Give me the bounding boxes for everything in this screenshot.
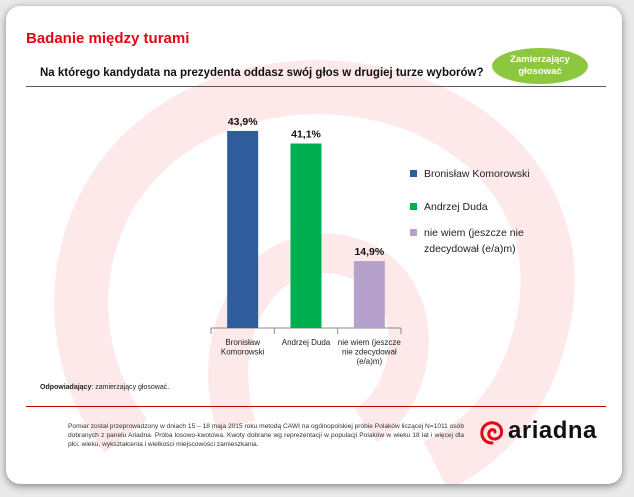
respondents-label: Odpowiadający: [40, 384, 92, 391]
legend-swatch: [410, 229, 417, 236]
bar: [227, 130, 259, 328]
tick-label: Bronisław: [225, 338, 260, 347]
data-label: 14,9%: [354, 246, 384, 258]
data-label: 41,1%: [291, 129, 321, 141]
tick-label: (e/a)m): [356, 357, 382, 366]
legend-label: Andrzej Duda: [424, 201, 488, 213]
tick-label: Komorowski: [221, 348, 265, 357]
page-title: Badanie między turami: [26, 30, 190, 47]
ariadna-logo: ariadna: [478, 417, 608, 449]
legend-swatch: [410, 170, 417, 177]
divider: [26, 86, 606, 87]
tick-label: nie zdecydował: [342, 348, 397, 357]
legend-label: Bronisław Komorowski: [424, 168, 530, 180]
bar: [290, 143, 322, 328]
data-label: 43,9%: [228, 116, 258, 128]
legend-swatch: [410, 203, 417, 210]
spiral-icon: [480, 421, 504, 445]
respondents-note: Odpowiadający: zamierzający głosować.: [40, 384, 169, 391]
methodology-note: Pomiar został przeprowadzony w dniach 15…: [68, 423, 464, 448]
bar: [353, 261, 385, 328]
tick-label: Andrzej Duda: [282, 338, 331, 347]
question-text: Na którego kandydata na prezydenta oddas…: [40, 67, 484, 79]
footer-divider: [26, 406, 606, 407]
respondents-value: : zamierzający głosować.: [91, 384, 170, 391]
status-badge: Zamierzający głosować: [492, 48, 588, 84]
legend-label: nie wiem (jeszcze nie zdecydował (e/a)m): [424, 227, 524, 255]
slide: Badanie między turami Zamierzający głoso…: [6, 6, 622, 484]
watermark-logo: [54, 60, 575, 484]
logo-text: ariadna: [508, 417, 597, 444]
tick-label: nie wiem (jeszcze: [338, 338, 402, 347]
